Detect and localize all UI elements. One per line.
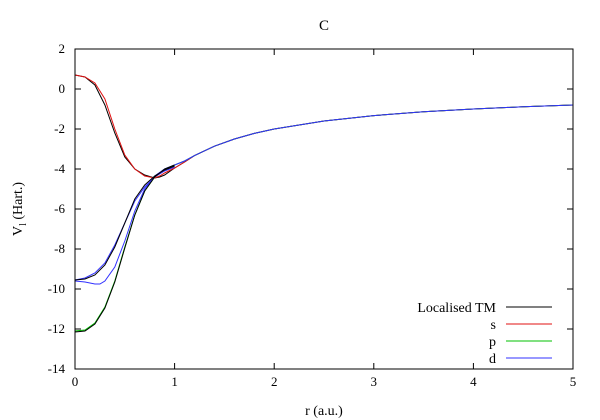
legend-label-localised-tm: Localised TM: [417, 301, 496, 316]
y-tick-label: -10: [48, 281, 65, 296]
y-tick-label: -2: [54, 121, 65, 136]
series-line-s: [74, 74, 574, 179]
series-line-d: [74, 104, 574, 285]
y-axis-title: Vl (Hart.): [11, 182, 29, 236]
y-axis-title-main: V: [11, 226, 26, 236]
series-line-branch-6: [74, 164, 175, 333]
chart-title: C: [319, 18, 329, 34]
y-tick-label: -6: [54, 201, 65, 216]
plot-frame: [74, 48, 574, 370]
y-tick-label: 0: [59, 81, 66, 96]
x-tick-label: 1: [171, 374, 178, 389]
x-tick-label: 3: [371, 374, 378, 389]
y-axis-title-suffix: (Hart.): [11, 182, 26, 224]
series-line-p: [74, 104, 574, 332]
series-line-branch-5: [74, 165, 175, 281]
y-tick-label: -14: [48, 361, 66, 376]
y-tick-label: -4: [54, 161, 65, 176]
y-axis-title-subscript: l: [18, 223, 29, 226]
series-line-localised-tm: [74, 74, 574, 179]
axis-ticks: 0 1 2 3 4 5 2 0 -2 -4 -6 -8 -10 -12 -14: [48, 41, 577, 389]
x-tick-label: 2: [271, 374, 278, 389]
x-tick-label: 4: [470, 374, 477, 389]
legend-label-s: s: [491, 318, 496, 333]
y-tick-label: -8: [54, 241, 65, 256]
y-tick-label: -12: [48, 321, 65, 336]
y-tick-label: 2: [59, 41, 66, 56]
x-axis-title: r (a.u.): [305, 404, 343, 419]
series-group: [74, 74, 574, 333]
x-tick-label: 0: [72, 374, 79, 389]
legend-label-p: p: [489, 335, 496, 350]
legend-label-d: d: [489, 352, 496, 367]
legend: Localised TM spd: [417, 301, 552, 367]
x-tick-label: 5: [570, 374, 577, 389]
